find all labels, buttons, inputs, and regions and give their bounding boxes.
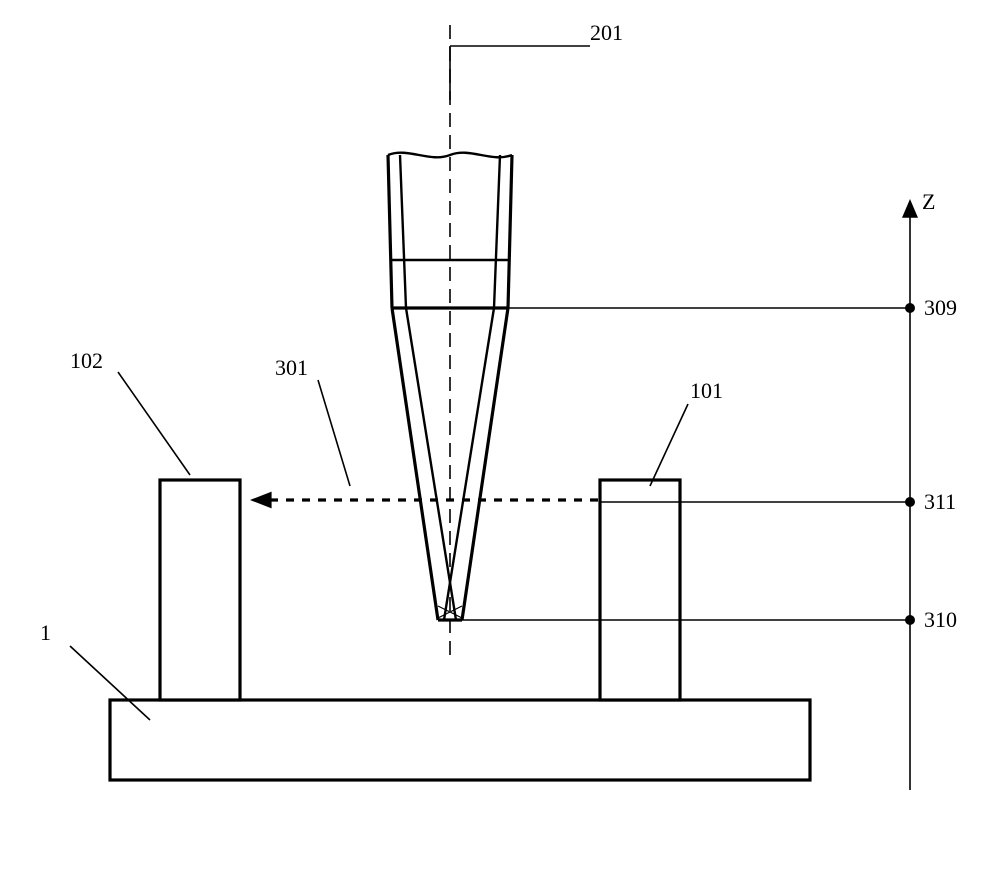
point-311 [905, 497, 915, 507]
spindle-break-line [388, 153, 512, 158]
spindle-outer-left [388, 155, 392, 308]
ref-301-leader [318, 380, 350, 486]
diagram-canvas: Z 309 311 310 201 102 301 101 1 [0, 0, 1000, 870]
ref-1-label: 1 [40, 620, 51, 645]
ref-201-label: 201 [590, 20, 623, 45]
ref-102-leader [118, 372, 190, 475]
block-102 [160, 480, 240, 700]
point-310 [905, 615, 915, 625]
ref-101-leader [650, 404, 688, 486]
beam-301-arrow [250, 492, 272, 509]
ref-101-label: 101 [690, 378, 723, 403]
z-axis-arrow [902, 199, 918, 218]
point-309 [905, 303, 915, 313]
spindle-outer-right [508, 155, 512, 308]
label-309: 309 [924, 295, 957, 320]
z-axis-label: Z [922, 189, 935, 214]
label-310: 310 [924, 607, 957, 632]
label-311: 311 [924, 489, 956, 514]
spindle-inner-left [400, 155, 406, 308]
base-plate [110, 700, 810, 780]
ref-301-label: 301 [275, 355, 308, 380]
spindle-inner-right [494, 155, 500, 308]
block-101 [600, 480, 680, 700]
ref-102-label: 102 [70, 348, 103, 373]
